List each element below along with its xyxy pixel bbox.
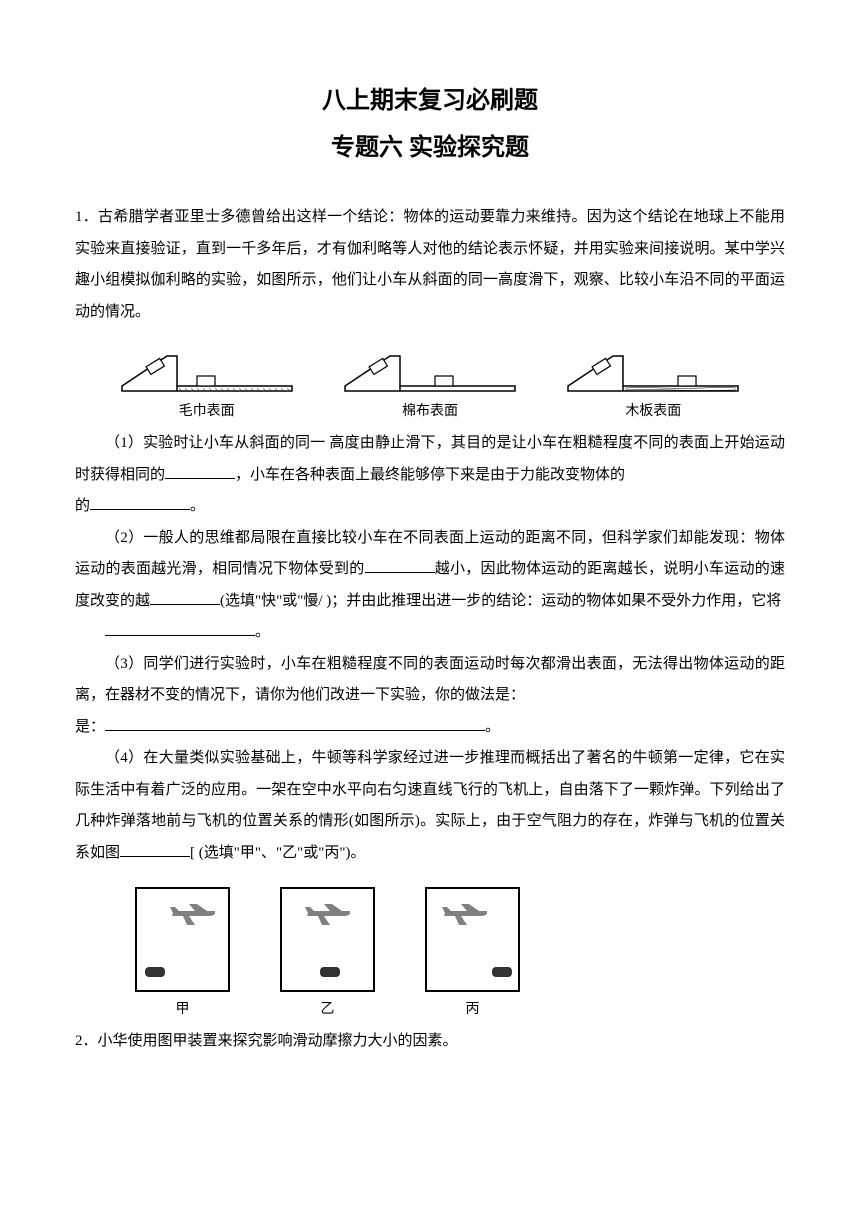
plane-figure-2: 乙: [280, 887, 375, 1018]
q1-part2: （2）一般人的思维都局限在直接比较小车在不同表面上运动的距离不同，但科学家们却能…: [75, 523, 785, 618]
blank-fill: [165, 463, 235, 479]
bomb-icon: [492, 967, 512, 977]
ramp-towel-icon: [117, 346, 297, 396]
ramp-figure-1: 毛巾表面: [117, 346, 297, 420]
plane-figure-3: 丙: [425, 887, 520, 1018]
airplane-icon: [439, 901, 494, 931]
bomb-icon: [320, 967, 340, 977]
ramp-figures: 毛巾表面 棉布表面 木板表面: [75, 346, 785, 420]
q1-part2d-text: 。: [255, 624, 270, 640]
q1-part1b-text: ，小车在各种表面上最终能够停下来是由于力能改变物体的: [235, 467, 625, 483]
q1-part3b-text: 。: [485, 719, 500, 735]
ramp-figure-2: 棉布表面: [340, 346, 520, 420]
bomb-icon: [145, 967, 165, 977]
airplane-icon: [167, 901, 222, 931]
q1-part3-end: 是：。: [75, 712, 785, 744]
q1-part4: （4）在大量类似实验基础上，牛顿等科学家经过进一步推理而概括出了著名的牛顿第一定…: [75, 743, 785, 869]
plane-label-3: 丙: [466, 998, 480, 1018]
blank-fill: [90, 494, 190, 510]
q1-part4b-text: [ (选填"甲"、"乙"或"丙")。: [190, 845, 365, 861]
plane-box-2: [280, 887, 375, 992]
airplane-icon: [302, 901, 357, 931]
ramp-label-2: 棉布表面: [402, 400, 458, 420]
q1-part1: （1）实验时让小车从斜面的同一 高度由静止滑下，其目的是让小车在粗糙程度不同的表…: [75, 428, 785, 491]
main-title: 八上期末复习必刷题: [75, 80, 785, 115]
q2-number: 2．: [75, 1033, 98, 1049]
blank-fill: [105, 715, 485, 731]
q1-part3a-text: （3）同学们进行实验时，小车在粗糙程度不同的表面运动时每次都滑出表面，无法得出物…: [75, 656, 785, 704]
ramp-wood-icon: [563, 346, 743, 396]
blank-fill: [120, 841, 190, 857]
q2-text: 小华使用图甲装置来探究影响滑动摩擦力大小的因素。: [98, 1033, 458, 1049]
q1-part2c-text: (选填"快"或"慢/ )；并由此推理出进一步的结论：运动的物体如果不受外力作用，…: [220, 593, 781, 609]
q2: 2．小华使用图甲装置来探究影响滑动摩擦力大小的因素。: [75, 1026, 785, 1058]
q1-part1c-text: 。: [190, 498, 205, 514]
ramp-label-3: 木板表面: [625, 400, 681, 420]
plane-label-2: 乙: [321, 998, 335, 1018]
plane-figure-1: 甲: [135, 887, 230, 1018]
plane-box-1: [135, 887, 230, 992]
q1-part2-end: 。: [75, 617, 785, 649]
plane-figures: 甲 乙 丙: [135, 887, 785, 1018]
q1-intro-text: 古希腊学者亚里士多德曾给出这样一个结论：物体的运动要靠力来维持。因为这个结论在地…: [75, 209, 785, 320]
q1-part3: （3）同学们进行实验时，小车在粗糙程度不同的表面运动时每次都滑出表面，无法得出物…: [75, 649, 785, 712]
ramp-label-1: 毛巾表面: [179, 400, 235, 420]
plane-label-1: 甲: [176, 998, 190, 1018]
sub-title: 专题六 实验探究题: [75, 127, 785, 162]
blank-fill: [150, 589, 220, 605]
plane-box-3: [425, 887, 520, 992]
q1-part1-end: 的。: [75, 491, 785, 523]
ramp-figure-3: 木板表面: [563, 346, 743, 420]
q1-intro: 1．古希腊学者亚里士多德曾给出这样一个结论：物体的运动要靠力来维持。因为这个结论…: [75, 202, 785, 328]
q1-number: 1．: [75, 209, 98, 225]
blank-fill: [365, 557, 435, 573]
ramp-cloth-icon: [340, 346, 520, 396]
blank-fill: [105, 620, 255, 636]
